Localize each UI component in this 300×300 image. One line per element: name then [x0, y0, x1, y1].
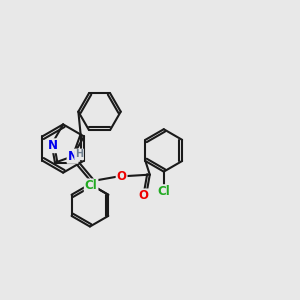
Text: O: O	[117, 169, 127, 183]
Text: N: N	[48, 139, 58, 152]
Text: H: H	[75, 149, 83, 159]
Text: N: N	[68, 150, 78, 163]
Text: Cl: Cl	[85, 179, 98, 192]
Text: Cl: Cl	[158, 185, 170, 198]
Text: O: O	[138, 189, 148, 203]
